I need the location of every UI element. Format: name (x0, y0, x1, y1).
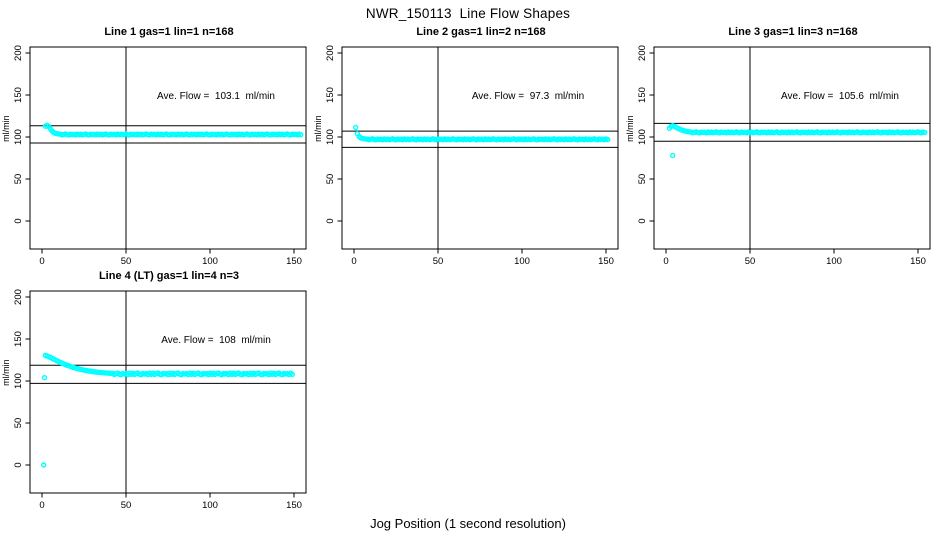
svg-text:100: 100 (202, 256, 218, 267)
svg-text:200: 200 (637, 45, 648, 61)
subplot-line-3: Line 3 gas=1 lin=3 n=168 0 50 100 150 0 50 100… (624, 24, 936, 268)
svg-text:200: 200 (13, 45, 24, 61)
subplot-line-4: Line 4 (LT) gas=1 lin=4 n=3 0 50 100 150 0 50… (0, 268, 312, 512)
figure-title: NWR_150113 Line Flow Shapes (365, 6, 571, 21)
subplot-line-1: Line 1 gas=1 lin=1 n=168 0 50 100 150 0 50 100… (0, 24, 312, 268)
svg-text:Ave. Flow = 103.1 ml/min: Ave. Flow = 103.1 ml/min (157, 91, 275, 102)
subplot-title-line-4: Line 4 (LT) gas=1 lin=4 n=3 (98, 270, 240, 282)
svg-text:100: 100 (13, 373, 24, 389)
svg-text:150: 150 (13, 331, 24, 347)
svg-text:0: 0 (39, 256, 44, 267)
empty-cell-1 (312, 268, 624, 512)
svg-text:0: 0 (325, 218, 336, 223)
svg-text:50: 50 (121, 256, 132, 267)
svg-text:100: 100 (826, 256, 842, 267)
svg-text:200: 200 (325, 45, 336, 61)
empty-cell-2 (624, 268, 936, 512)
svg-text:Ave. Flow = 108 ml/min: Ave. Flow = 108 ml/min (161, 335, 271, 346)
svg-text:50: 50 (745, 256, 756, 267)
svg-text:100: 100 (325, 129, 336, 145)
svg-text:50: 50 (325, 174, 336, 185)
subplot-title-line-2: Line 2 gas=1 lin=2 n=168 (416, 26, 546, 38)
x-axis-label: Jog Position (1 second resolution) (370, 516, 566, 531)
svg-text:Ave. Flow = 105.6 ml/min: Ave. Flow = 105.6 ml/min (781, 91, 899, 102)
svg-text:0: 0 (351, 256, 356, 267)
svg-text:100: 100 (514, 256, 530, 267)
svg-text:0: 0 (13, 218, 24, 223)
plot-canvas-line-1: 0 50 100 150 0 50 100 150 200 ml/min Ave. Flow = 1… (2, 45, 307, 267)
svg-text:100: 100 (13, 129, 24, 145)
svg-text:150: 150 (910, 256, 926, 267)
svg-text:ml/min: ml/min (2, 359, 11, 386)
svg-text:50: 50 (121, 500, 132, 511)
svg-text:ml/min: ml/min (2, 115, 11, 142)
svg-text:200: 200 (13, 289, 24, 305)
svg-text:50: 50 (13, 418, 24, 429)
svg-text:150: 150 (325, 87, 336, 103)
svg-text:0: 0 (13, 462, 24, 467)
svg-text:150: 150 (286, 500, 302, 511)
svg-text:0: 0 (39, 500, 44, 511)
svg-text:150: 150 (13, 87, 24, 103)
plot-canvas-line-3: 0 50 100 150 0 50 100 150 200 ml/min Ave. Flow = 1… (626, 45, 931, 267)
svg-text:150: 150 (637, 87, 648, 103)
svg-text:100: 100 (637, 129, 648, 145)
svg-text:100: 100 (202, 500, 218, 511)
subplot-grid: Line 1 gas=1 lin=1 n=168 0 50 100 150 0 50 100… (0, 24, 936, 512)
subplot-title-line-1: Line 1 gas=1 lin=1 n=168 (104, 26, 234, 38)
svg-text:0: 0 (663, 256, 668, 267)
subplot-line-2: Line 2 gas=1 lin=2 n=168 0 50 100 150 0 50 100… (312, 24, 624, 268)
svg-text:0: 0 (637, 218, 648, 223)
plot-canvas-line-2: 0 50 100 150 0 50 100 150 200 ml/min Ave. Flow = 9… (314, 45, 619, 267)
svg-text:Ave. Flow = 97.3 ml/min: Ave. Flow = 97.3 ml/min (472, 91, 584, 102)
svg-text:50: 50 (13, 174, 24, 185)
svg-text:50: 50 (433, 256, 444, 267)
svg-text:150: 150 (286, 256, 302, 267)
svg-text:50: 50 (637, 174, 648, 185)
svg-text:ml/min: ml/min (314, 115, 323, 142)
subplot-title-line-3: Line 3 gas=1 lin=3 n=168 (728, 26, 858, 38)
svg-text:150: 150 (598, 256, 614, 267)
svg-text:ml/min: ml/min (626, 115, 635, 142)
plot-canvas-line-4: 0 50 100 150 0 50 100 150 200 ml/min Ave. Flow = 1… (2, 289, 307, 511)
